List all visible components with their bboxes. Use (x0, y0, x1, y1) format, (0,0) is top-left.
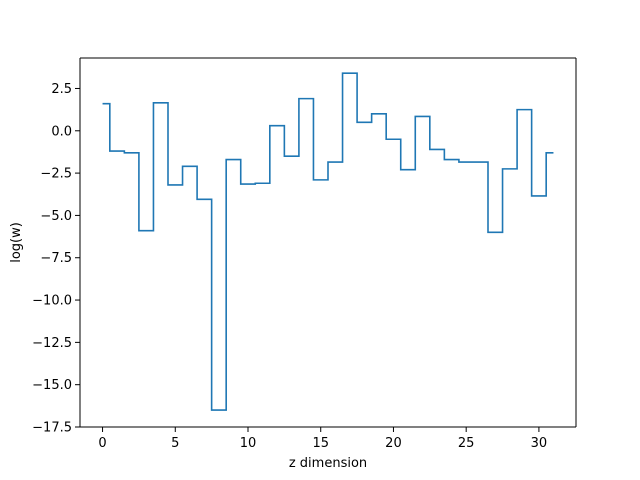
y-tick-label: −2.5 (40, 167, 72, 182)
x-tick-label: 15 (312, 436, 329, 451)
x-tick-label: 0 (98, 436, 106, 451)
y-axis-label: log(w) (9, 222, 24, 263)
x-tick-label: 25 (458, 436, 475, 451)
y-tick-label: −15.0 (32, 378, 72, 393)
y-tick-label: −17.5 (32, 421, 72, 436)
axes-frame (79, 57, 577, 428)
plot-area (80, 58, 576, 427)
y-tick-label: 2.5 (51, 82, 72, 97)
y-tick-label: −12.5 (32, 336, 72, 351)
x-tick-label: 30 (531, 436, 548, 451)
x-tick-label: 5 (171, 436, 179, 451)
y-tick-label: 0.0 (51, 124, 72, 139)
x-tick-label: 10 (240, 436, 257, 451)
y-axis-ticks: 2.5 0.0 −2.5 −5.0 −7.5 −10.0 −12.5 −15.0 −17.5 (32, 82, 80, 436)
series-layer (102, 72, 554, 411)
x-axis-label: z dimension (289, 456, 367, 471)
series-line (102, 72, 554, 411)
y-tick-label: −5.0 (40, 209, 72, 224)
y-tick-label: −10.0 (32, 294, 72, 309)
y-tick-label: −7.5 (40, 251, 72, 266)
x-axis-ticks: 0 5 10 15 20 25 30 (98, 427, 547, 451)
x-tick-label: 20 (385, 436, 402, 451)
